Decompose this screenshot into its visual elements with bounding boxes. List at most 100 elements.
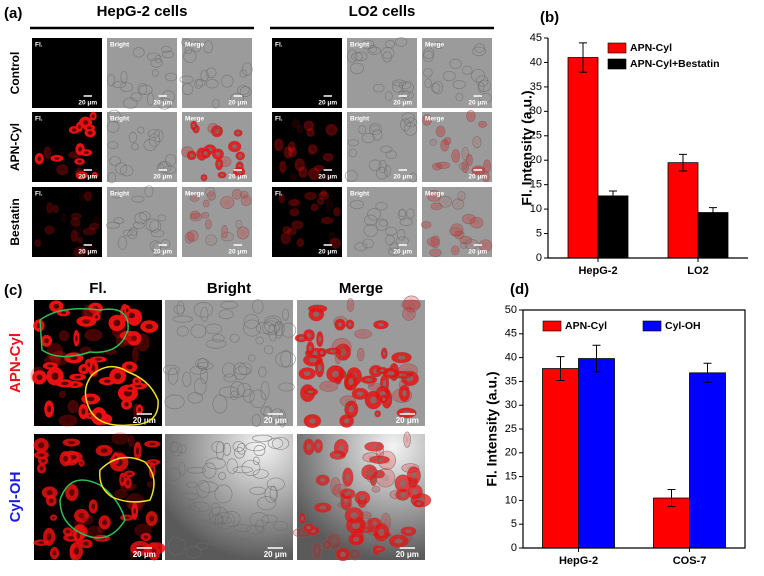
micrograph-bg xyxy=(165,434,293,560)
cell-outline xyxy=(398,81,412,90)
cell-fluorescence xyxy=(78,192,87,201)
cell-outline xyxy=(385,150,397,160)
cell-fluorescence xyxy=(52,204,59,214)
cell-outline xyxy=(401,299,421,310)
cell-outline xyxy=(455,92,464,102)
cell-outline xyxy=(176,325,189,337)
cell-nucleus xyxy=(203,151,208,156)
micrograph: Fl. 20 μm xyxy=(32,111,102,182)
y-tick-label: 45 xyxy=(530,32,542,44)
cell-nucleus xyxy=(325,384,333,389)
cell-fluorescence xyxy=(422,114,432,126)
cell-outline xyxy=(252,299,264,314)
cell-nucleus xyxy=(145,324,153,330)
scale-bar-label: 20 μm xyxy=(78,100,97,107)
cell-outline xyxy=(375,468,396,488)
cell-nucleus xyxy=(124,402,129,407)
cell-outline xyxy=(131,143,139,151)
cell-outline xyxy=(482,159,492,173)
cell-outline xyxy=(260,406,272,416)
cell-nucleus xyxy=(309,151,312,155)
cell-nucleus xyxy=(344,398,352,404)
cell-nucleus xyxy=(76,227,80,233)
cell-outline xyxy=(458,162,467,171)
cell-nucleus xyxy=(116,436,125,441)
cell-outline xyxy=(233,538,253,548)
cell-nucleus xyxy=(38,453,45,457)
cell-outline xyxy=(127,229,138,240)
cell-nucleus xyxy=(134,351,137,358)
cell-nucleus xyxy=(47,228,52,232)
cell-nucleus xyxy=(208,189,212,194)
cell-fluorescence xyxy=(316,197,325,206)
micrograph-label: Fl. xyxy=(35,116,43,123)
cell-fluorescence xyxy=(132,346,139,364)
cell-nucleus xyxy=(36,241,40,245)
cell-fluorescence xyxy=(466,110,476,122)
cell-outline xyxy=(408,172,418,183)
cell-nucleus xyxy=(193,215,199,219)
cell-nucleus xyxy=(113,319,121,327)
cell-outline xyxy=(205,186,216,197)
cell-nucleus xyxy=(303,371,311,376)
cell-nucleus xyxy=(359,332,367,336)
cell-nucleus xyxy=(41,458,46,463)
cell-fluorescence xyxy=(325,123,338,136)
cell-nucleus xyxy=(72,233,76,239)
cell-nucleus xyxy=(277,142,281,148)
cell-fluorescence xyxy=(307,149,314,157)
cell-nucleus xyxy=(224,200,230,205)
cell-nucleus xyxy=(79,173,85,177)
micrograph-label: Bright xyxy=(110,116,130,123)
cell-outline xyxy=(471,46,487,57)
cell-nucleus xyxy=(306,526,311,530)
cell-outline xyxy=(363,224,378,237)
cell-nucleus xyxy=(108,350,114,354)
cell-nucleus xyxy=(337,322,343,327)
cell-outline xyxy=(398,208,407,221)
cell-outline xyxy=(367,46,381,55)
cell-nucleus xyxy=(329,127,334,133)
cell-outline xyxy=(144,185,154,198)
cell-outline xyxy=(137,126,145,134)
cell-fluorescence xyxy=(465,239,479,250)
cell-outline xyxy=(399,217,413,227)
cell-nucleus xyxy=(376,547,382,551)
cell-nucleus xyxy=(89,332,97,338)
cell-outline xyxy=(158,160,172,173)
cell-fluorescence xyxy=(298,166,308,178)
cell-outline xyxy=(218,309,234,320)
cell-outline xyxy=(235,219,243,229)
cell-nucleus xyxy=(149,442,156,446)
cell-outline xyxy=(207,123,219,134)
cell-nucleus xyxy=(86,194,90,199)
row-label: Bestatin xyxy=(8,198,22,245)
cell-fluorescence xyxy=(403,431,411,448)
cell-nucleus xyxy=(301,170,305,175)
cell-nucleus xyxy=(193,213,198,217)
cell-nucleus xyxy=(412,489,419,495)
cell-nucleus xyxy=(292,175,296,179)
cell-outline xyxy=(130,92,142,102)
cell-outline xyxy=(477,120,488,128)
cell-nucleus xyxy=(46,533,52,541)
cell-outline xyxy=(398,90,411,99)
cell-outline xyxy=(215,511,235,530)
cell-outline xyxy=(406,208,415,219)
cell-nucleus xyxy=(337,343,346,351)
cell-outline xyxy=(347,49,358,63)
column-title: Fl. xyxy=(89,280,107,297)
cell-fluorescence xyxy=(349,548,361,561)
cell-fluorescence xyxy=(60,212,67,223)
cell-fluorescence xyxy=(427,237,439,247)
cell-outline xyxy=(218,471,226,480)
cell-nucleus xyxy=(475,139,479,145)
cell-outline xyxy=(229,333,240,343)
cell-outline xyxy=(211,441,225,454)
y-tick-label: 30 xyxy=(530,105,542,117)
cell-nucleus xyxy=(468,157,471,163)
cell-fluorescence xyxy=(318,191,330,200)
cell-nucleus xyxy=(290,149,295,155)
cell-fluorescence xyxy=(347,298,354,312)
cell-nucleus xyxy=(320,478,326,483)
